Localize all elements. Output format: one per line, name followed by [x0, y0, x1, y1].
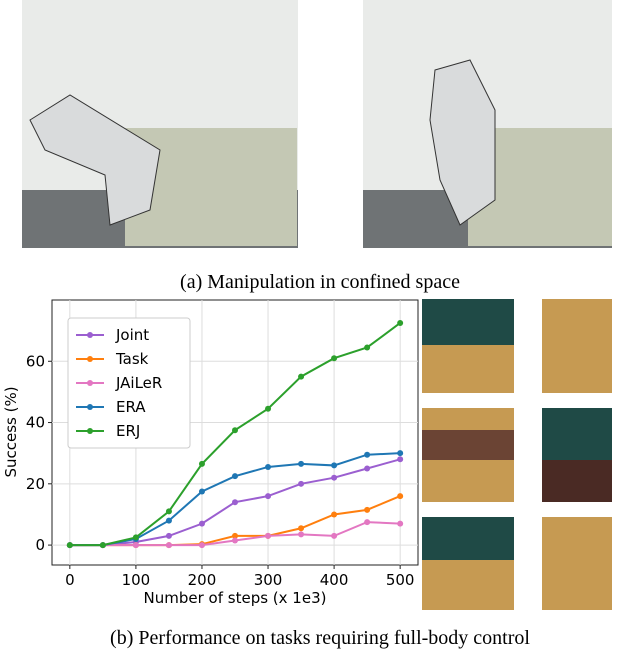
data-point [331, 511, 338, 518]
legend-marker [87, 404, 93, 410]
legend-box [67, 317, 191, 449]
x-tick-label: 200 [188, 571, 217, 589]
photo-confined-left [22, 0, 298, 248]
y-tick-label: 20 [26, 475, 45, 493]
data-point [232, 537, 238, 544]
data-point [232, 532, 238, 539]
data-point [331, 532, 338, 539]
data-point [397, 319, 404, 326]
data-point [364, 519, 371, 526]
data-point [66, 542, 73, 549]
data-point [298, 525, 305, 532]
data-point [165, 542, 172, 549]
data-point [298, 460, 305, 467]
data-point [232, 427, 238, 434]
data-point [265, 405, 272, 412]
data-point [397, 450, 404, 457]
data-point [364, 344, 371, 351]
legend-label: JAiLeR [115, 374, 162, 392]
x-tick-label: 0 [65, 571, 75, 589]
data-point [364, 451, 371, 458]
data-point [232, 473, 238, 480]
legend-marker [87, 380, 93, 386]
y-tick-label: 60 [26, 352, 45, 370]
y-axis-label: Success (%) [2, 386, 20, 477]
data-point [132, 534, 139, 541]
photo-confined-right [363, 0, 612, 248]
x-tick-label: 500 [386, 571, 415, 589]
data-point [265, 463, 272, 470]
data-point [331, 355, 338, 362]
legend-label: ERA [116, 398, 146, 416]
data-point [265, 493, 272, 500]
data-point [165, 508, 172, 515]
legend-marker [87, 428, 93, 434]
legend-marker [87, 332, 93, 338]
caption: (b) Performance on tasks requiring full-… [110, 627, 530, 649]
data-point [132, 542, 139, 549]
data-point [198, 488, 205, 495]
task-photos [422, 299, 612, 610]
data-point [298, 531, 305, 538]
data-point [397, 493, 404, 500]
x-tick-label: 300 [254, 571, 283, 589]
data-point [331, 474, 338, 481]
legend-label: Joint [115, 326, 149, 344]
legend-marker [87, 356, 93, 362]
data-point [165, 517, 172, 524]
data-point [198, 460, 205, 467]
legend-label: Task [115, 350, 149, 368]
data-point [198, 542, 205, 549]
data-point [397, 456, 404, 463]
x-tick-label: 100 [122, 571, 151, 589]
data-point [397, 520, 404, 527]
data-point [298, 480, 305, 487]
data-point [99, 542, 106, 549]
y-tick-label: 0 [35, 536, 45, 554]
data-point [298, 373, 305, 380]
data-point [331, 462, 338, 469]
x-tick-label: 400 [320, 571, 349, 589]
data-point [364, 465, 371, 472]
data-point [165, 532, 172, 539]
data-point [198, 520, 205, 527]
x-axis-label: Number of steps (x 1e3) [144, 589, 327, 607]
caption: (a) Manipulation in confined space [180, 271, 460, 293]
y-tick-label: 40 [26, 414, 45, 432]
data-point [265, 532, 272, 539]
legend-label: ERJ [116, 422, 140, 440]
data-point [232, 499, 238, 506]
data-point [364, 506, 371, 513]
